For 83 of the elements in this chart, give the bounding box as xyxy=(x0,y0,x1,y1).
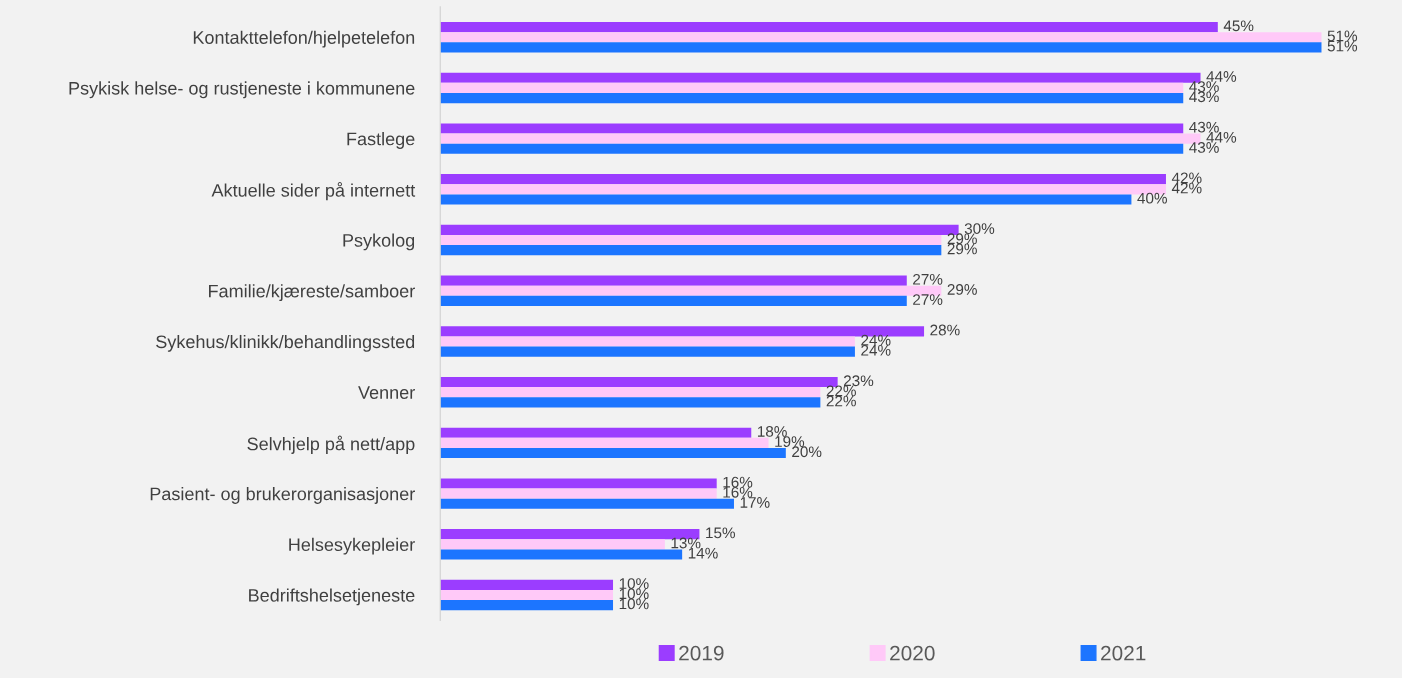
data-label: 16% xyxy=(723,486,753,498)
data-label: 43% xyxy=(1189,81,1219,93)
bar xyxy=(440,123,1184,134)
y-tick-label: Pasient- og brukerorganisasjoner xyxy=(150,487,415,504)
data-label: 42% xyxy=(1171,182,1202,194)
bar xyxy=(440,498,734,509)
data-label: 17% xyxy=(740,497,770,508)
bar xyxy=(440,21,1218,33)
data-label: 14% xyxy=(688,547,718,559)
data-label: 28% xyxy=(930,324,960,336)
bar xyxy=(440,539,665,550)
bar xyxy=(440,549,683,560)
legend-label: 2021 xyxy=(1101,645,1146,661)
data-label: 43% xyxy=(1189,121,1219,133)
y-tick-label: Fastlege xyxy=(347,132,415,149)
data-label: 22% xyxy=(826,385,856,397)
data-label: 29% xyxy=(947,243,977,255)
bar xyxy=(440,478,717,489)
data-label: 16% xyxy=(723,476,753,488)
data-label: 51% xyxy=(1327,40,1358,52)
data-label: 18% xyxy=(757,426,787,437)
bar xyxy=(440,72,1201,83)
data-label: 10% xyxy=(619,588,649,600)
y-tick-label: Psykisk helse- og rustjeneste i kommunene xyxy=(69,81,415,99)
y-tick-label: Helsesykepleier xyxy=(289,537,415,555)
data-label: 44% xyxy=(1206,131,1237,143)
bar xyxy=(440,133,1201,144)
bar xyxy=(440,447,786,459)
bar xyxy=(440,82,1184,93)
legend-label: 2020 xyxy=(890,645,935,661)
bar xyxy=(440,387,821,398)
bar xyxy=(440,224,959,235)
y-tick-label: Bedriftshelsetjeneste xyxy=(249,588,415,606)
y-tick-label: Selvhjelp på nett/app xyxy=(247,435,415,454)
data-label: 15% xyxy=(706,527,736,539)
data-label: 22% xyxy=(826,395,856,407)
data-label: 27% xyxy=(913,294,943,305)
bar xyxy=(440,589,614,601)
data-label: 42% xyxy=(1171,172,1202,184)
bar xyxy=(440,42,1322,53)
data-label: 29% xyxy=(947,284,977,295)
bar xyxy=(440,346,855,357)
bar xyxy=(440,579,614,590)
data-label: 13% xyxy=(671,537,701,549)
data-label: 10% xyxy=(619,598,649,610)
bar xyxy=(440,285,942,296)
bar xyxy=(440,234,942,246)
bar xyxy=(440,397,821,408)
data-label: 10% xyxy=(619,578,649,589)
bar xyxy=(440,437,769,448)
bar xyxy=(440,143,1184,154)
bar xyxy=(440,245,942,256)
data-label: 27% xyxy=(913,273,943,285)
data-label: 23% xyxy=(843,375,874,387)
bar xyxy=(440,600,614,611)
data-label: 45% xyxy=(1223,20,1254,32)
data-label: 20% xyxy=(792,446,822,458)
data-label: 40% xyxy=(1137,192,1167,204)
y-tick-label: Psykolog xyxy=(343,233,415,251)
bar xyxy=(440,275,907,286)
data-label: 51% xyxy=(1327,30,1358,42)
bar xyxy=(440,295,907,306)
data-label: 43% xyxy=(1189,91,1219,103)
y-tick-label: Aktuelle sider på internett xyxy=(211,182,416,201)
y-tick-label: Venner xyxy=(358,386,415,399)
data-label: 29% xyxy=(947,233,977,245)
y-tick-label: Kontakttelefon/hjelpetelefon xyxy=(193,30,415,48)
data-label: 24% xyxy=(861,344,891,356)
bar xyxy=(440,32,1322,43)
y-tick-label: Familie/kjæreste/samboer xyxy=(209,284,415,302)
data-label: 43% xyxy=(1189,142,1219,153)
data-label: 19% xyxy=(775,436,805,447)
bar xyxy=(440,92,1184,104)
bar xyxy=(440,427,752,438)
data-label: 44% xyxy=(1206,71,1237,82)
bar xyxy=(440,488,717,499)
data-label: 30% xyxy=(964,223,995,234)
bar xyxy=(440,194,1132,205)
bar xyxy=(440,174,1166,185)
legend-label: 2019 xyxy=(679,645,724,661)
y-tick-label: Sykehus/klinikk/behandlingssted xyxy=(156,334,415,352)
bar xyxy=(440,336,855,347)
data-label: 24% xyxy=(861,334,891,346)
